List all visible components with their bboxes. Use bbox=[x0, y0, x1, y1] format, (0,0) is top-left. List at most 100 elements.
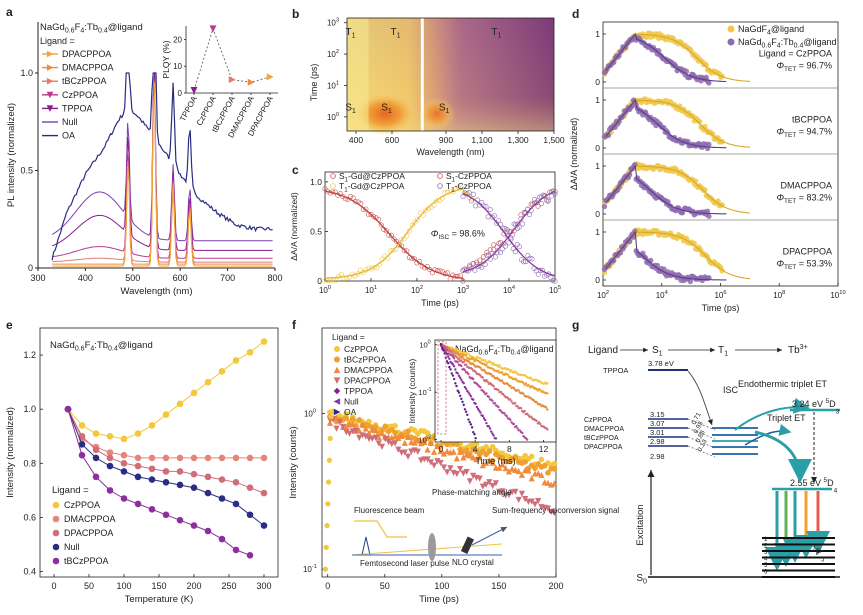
data-point-dpac_e bbox=[551, 510, 558, 517]
inset-data-point bbox=[472, 398, 475, 401]
inset-data-point bbox=[492, 361, 495, 365]
text-script: 4 bbox=[834, 488, 838, 495]
inset-data-point bbox=[481, 414, 485, 418]
legend-label-CzPPOA: CzPPOA bbox=[62, 90, 98, 100]
text-subscript: 0.4 bbox=[98, 28, 108, 35]
text-superscript: 2 bbox=[336, 49, 339, 55]
energy-DMACPPOA: 3.07 bbox=[650, 419, 665, 428]
data-point-t1-cz-rise bbox=[499, 246, 505, 252]
panel-e-chart: 0 50 100 150 200 250 300 0.4 0.6 0.8 1.0 1.2 Tempera… bbox=[5, 327, 279, 605]
data-point-t1-gd bbox=[415, 216, 421, 222]
data-point-CzPPOA bbox=[218, 368, 226, 375]
legend-label-DMACPPOA: DMACPPOA bbox=[62, 63, 114, 73]
inset-data-point bbox=[463, 385, 467, 389]
region-label-S1: S1 bbox=[345, 102, 356, 115]
text-part: @ligand bbox=[771, 24, 804, 34]
data-point-dpac_e bbox=[453, 470, 460, 478]
data-point-t1-gd bbox=[409, 222, 415, 228]
x-tick-label: 103 bbox=[457, 285, 469, 295]
inset-data-point bbox=[454, 382, 457, 385]
inset-data-point bbox=[492, 385, 495, 388]
text-part: S bbox=[339, 171, 345, 181]
heatmap-frame bbox=[346, 17, 555, 132]
inset-data-point bbox=[524, 382, 528, 385]
y-tick-label: 0.6 bbox=[23, 512, 36, 522]
data-point-orange bbox=[522, 459, 529, 465]
data-point-dpac_e bbox=[417, 457, 425, 464]
inset-data-point bbox=[456, 372, 459, 375]
inset-data-point bbox=[510, 369, 513, 372]
inset-data-point bbox=[481, 376, 485, 379]
region-label-T1: T1 bbox=[346, 27, 356, 40]
text-part: NaGdF bbox=[738, 24, 768, 34]
data-point-nagdtbf4 bbox=[683, 68, 690, 74]
inset-y-tick-label: 10-2 bbox=[418, 435, 431, 445]
inset-y-tick-label: 100 bbox=[419, 340, 430, 350]
subpanel-ligand-label: DMACPPOA bbox=[780, 180, 832, 190]
x-tick-label: 200 bbox=[548, 581, 563, 591]
x-tick-label: 400 bbox=[78, 273, 93, 283]
y-tick-label: 0 bbox=[595, 209, 600, 219]
inset-x-tick-label: 12 bbox=[539, 444, 549, 454]
legend-marker-tBCzPPOA bbox=[52, 557, 60, 565]
diagram-header-tb: Tb3+ bbox=[788, 342, 808, 356]
text-superscript: 3+ bbox=[800, 342, 808, 351]
inset-data-point bbox=[544, 406, 548, 409]
legend-label-DPACPPOA: DPACPPOA bbox=[64, 528, 113, 538]
legend-marker-DPACPPOA bbox=[46, 50, 54, 58]
data-point-s1-gd bbox=[447, 276, 453, 282]
y-axis-label: Time (ps) bbox=[309, 64, 319, 102]
inset-data-point bbox=[467, 359, 470, 363]
text-part: 10 bbox=[303, 565, 312, 574]
data-point-Null bbox=[246, 511, 254, 519]
text-part: 10 bbox=[457, 286, 466, 295]
data-point-dpac_e bbox=[463, 468, 470, 476]
data-point-t1-cz-decay bbox=[527, 255, 533, 261]
data-point-t1-cz-decay bbox=[479, 199, 485, 205]
inset-x-tick-label: 4 bbox=[473, 444, 478, 454]
data-point-t1-cz-decay bbox=[468, 198, 474, 204]
data-point-nagdtbf4 bbox=[706, 213, 712, 219]
data-point-t1-cz-rise bbox=[492, 254, 498, 260]
data-point-dmacppoa bbox=[421, 439, 428, 446]
data-point-nagdtbf4 bbox=[706, 141, 712, 148]
text-part: @ligand bbox=[108, 22, 143, 33]
data-point-dmacppoa bbox=[544, 479, 552, 486]
inset-data-point bbox=[505, 414, 508, 418]
diagram-header-t1: T1 bbox=[718, 345, 728, 358]
data-point-Null bbox=[190, 484, 198, 491]
j-number: 4 bbox=[764, 557, 768, 563]
data-point-dpac_e bbox=[427, 459, 434, 466]
legend-marker-DPACPPOA bbox=[52, 529, 60, 537]
inset-data-point bbox=[479, 366, 482, 369]
inset-data-point bbox=[485, 363, 488, 367]
text-subscript: 4 bbox=[494, 350, 498, 357]
text-part: = 83.2% bbox=[796, 192, 832, 202]
inset-data-point bbox=[491, 432, 494, 435]
subpanel-phi-label: ΦTET = 96.7% bbox=[776, 60, 832, 73]
legend-label-T1-Gd@CzPPOA: T1-Gd@CzPPOA bbox=[339, 181, 405, 194]
nlo-crystal-shape bbox=[460, 536, 475, 554]
text-part: 10 bbox=[503, 286, 512, 295]
text-subscript: 1 bbox=[446, 106, 450, 115]
inset-data-point bbox=[479, 374, 482, 377]
data-point-s1-cz bbox=[491, 242, 497, 248]
data-point-dpac_e bbox=[369, 435, 376, 442]
inset-data-point bbox=[497, 388, 500, 392]
text-subscript: TET bbox=[784, 66, 796, 73]
data-point-DMACPPOA bbox=[232, 454, 240, 462]
inset-data-point bbox=[512, 422, 516, 426]
text-part: 10 bbox=[656, 291, 665, 300]
data-point-dpac_e bbox=[444, 469, 451, 476]
data-point-DMACPPOA bbox=[218, 454, 226, 462]
inset-data-point bbox=[467, 391, 470, 394]
data-point-orange bbox=[499, 455, 506, 461]
data-point-dpac_e bbox=[375, 440, 382, 447]
data-point-dmacppoa bbox=[401, 439, 408, 446]
data-point-CzPPOA bbox=[190, 389, 198, 397]
data-point-t1-gd bbox=[371, 264, 377, 270]
data-point-dmacppoa bbox=[512, 466, 519, 473]
y-axis-label: ΔA/A (normalized) bbox=[569, 118, 579, 191]
data-point-cz_e bbox=[483, 443, 489, 450]
x-tick-label: 102 bbox=[411, 285, 423, 295]
